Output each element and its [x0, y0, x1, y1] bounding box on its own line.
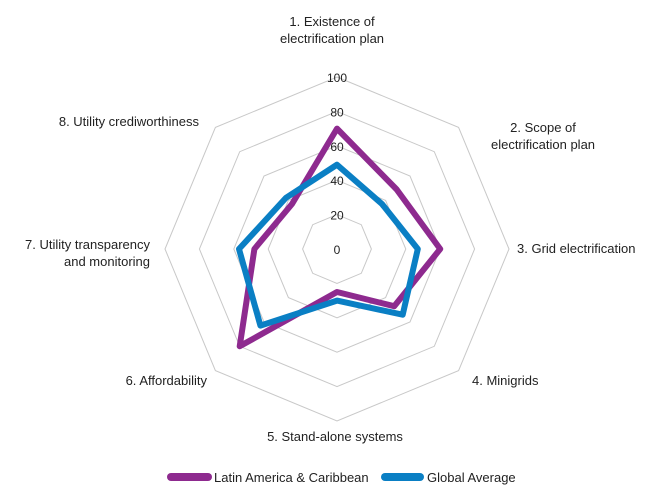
- grid-ring-100: [164, 76, 510, 422]
- series-line-1: [236, 125, 444, 350]
- tick-label: 100: [327, 71, 347, 85]
- tick-label: 0: [334, 243, 341, 257]
- grid-ring-60: [233, 145, 441, 353]
- tick-label: 60: [330, 140, 344, 154]
- category-label-2: 2. Scope of electrification plan: [491, 120, 595, 152]
- tick-label: 80: [330, 105, 344, 119]
- category-label-7: 7. Utility transparency and monitoring: [25, 237, 150, 269]
- category-label-1: 1. Existence of electrification plan: [280, 14, 384, 46]
- category-labels: 1. Existence of electrification plan 2. Sc…: [25, 14, 636, 444]
- legend-label-1: Latin America & Caribbean: [214, 470, 369, 485]
- radar-series: [236, 125, 444, 350]
- category-label-4: 4. Minigrids: [472, 373, 539, 388]
- legend: Latin America & Caribbean Global Average: [167, 470, 516, 485]
- legend-label-2: Global Average: [427, 470, 516, 485]
- series-line-2: [236, 161, 421, 329]
- radial-tick-labels: 0 20 40 60 80 100: [327, 71, 347, 257]
- category-label-6: 6. Affordability: [126, 373, 208, 388]
- category-label-8: 8. Utility crediworthiness: [59, 114, 200, 129]
- tick-label: 20: [330, 209, 344, 223]
- category-label-5: 5. Stand-alone systems: [267, 429, 403, 444]
- tick-label: 40: [330, 174, 344, 188]
- grid-ring-20: [302, 214, 372, 284]
- category-label-3: 3. Grid electrification: [517, 241, 636, 256]
- grid-ring-80: [198, 110, 476, 388]
